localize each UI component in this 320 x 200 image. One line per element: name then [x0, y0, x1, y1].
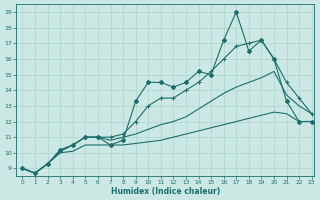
X-axis label: Humidex (Indice chaleur): Humidex (Indice chaleur): [111, 187, 220, 196]
